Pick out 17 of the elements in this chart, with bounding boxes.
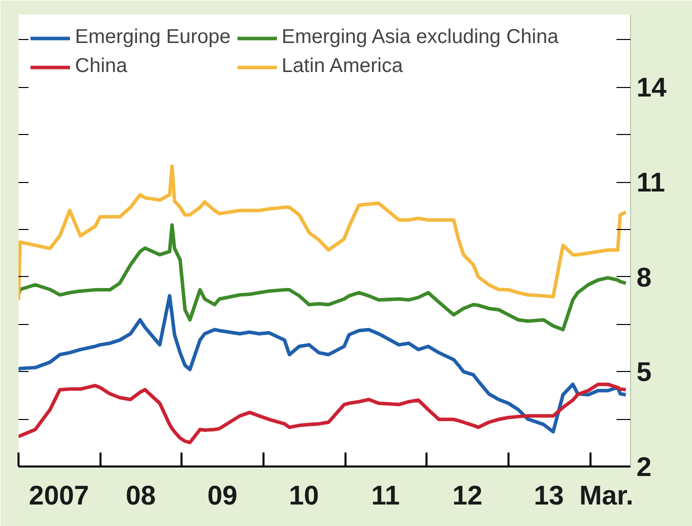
y-tick-label: 14 — [636, 72, 667, 103]
legend-label: China — [75, 55, 128, 78]
x-tick-label: Mar. — [579, 480, 634, 510]
y-tick-label: 2 — [636, 452, 652, 482]
x-tick-label: 12 — [452, 480, 482, 510]
x-tick-label: 2007 — [28, 480, 90, 510]
legend-label: Emerging Asia excluding China — [282, 26, 558, 49]
x-tick-label: 11 — [371, 480, 400, 510]
legend-label: Emerging Europe — [75, 26, 231, 49]
x-tick-label: 13 — [534, 480, 564, 510]
y-tick-label: 5 — [636, 357, 652, 388]
x-tick-label: 08 — [126, 480, 156, 510]
y-tick-label: 8 — [636, 262, 652, 292]
x-tick-label: 10 — [288, 480, 319, 510]
y-tick-label: 11 — [636, 168, 666, 198]
x-tick-label: 09 — [207, 480, 238, 510]
legend-label: Latin America — [282, 55, 403, 78]
